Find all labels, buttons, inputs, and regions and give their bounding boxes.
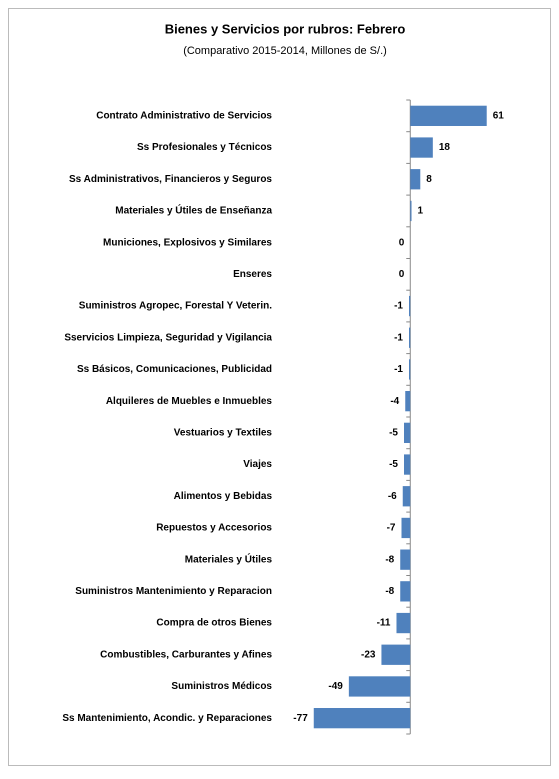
data-label: 18	[439, 142, 451, 153]
y-tick-label: Alimentos y Bebidas	[174, 491, 273, 502]
y-tick-label: Suministros Agropec, Forestal Y Veterin.	[79, 301, 272, 312]
y-tick-label: Alquileres de Muebles e Inmuebles	[106, 396, 273, 407]
y-tick-label: Materiales y Útiles de Enseñanza	[115, 204, 272, 217]
data-label: -5	[389, 459, 398, 470]
data-label: -23	[361, 649, 376, 660]
data-label: 0	[399, 237, 405, 248]
y-tick-label: Materiales y Útiles	[185, 552, 273, 565]
data-label: -11	[377, 618, 391, 629]
data-label: -1	[394, 332, 403, 343]
bar	[400, 549, 411, 570]
bar	[409, 359, 411, 380]
y-tick-label: Ss Mantenimiento, Acondic. y Reparacione…	[62, 713, 272, 724]
bar	[410, 200, 412, 222]
data-label: -49	[328, 681, 343, 692]
y-tick-label: Viajes	[243, 459, 272, 470]
data-label: -7	[387, 523, 396, 534]
data-label: -8	[385, 554, 394, 565]
bar	[410, 105, 487, 126]
data-label: -4	[390, 396, 399, 407]
bar	[348, 676, 411, 697]
bar	[401, 517, 411, 539]
y-tick-label: Suministros Médicos	[171, 681, 272, 692]
bar	[410, 137, 433, 158]
data-label: -8	[385, 586, 394, 597]
data-label: -77	[293, 713, 308, 724]
y-tick-label: Sservicios Limpieza, Seguridad y Vigilan…	[64, 332, 272, 343]
data-label: 0	[399, 269, 405, 280]
data-label: -5	[389, 427, 398, 438]
bar	[405, 391, 411, 412]
bar	[404, 454, 411, 475]
data-label: 61	[493, 110, 505, 121]
bar	[409, 327, 411, 348]
y-tick-label: Repuestos y Accesorios	[156, 523, 272, 534]
y-tick-label: Compra de otros Bienes	[156, 618, 272, 629]
bar	[404, 422, 411, 443]
chart-subtitle: (Comparativo 2015-2014, Millones de S/.)	[183, 45, 387, 57]
bar	[381, 644, 411, 665]
y-tick-label: Contrato Administrativo de Servicios	[96, 110, 272, 121]
bar	[410, 169, 421, 190]
data-label: 1	[418, 206, 424, 217]
bar	[402, 486, 411, 507]
bar	[400, 581, 411, 602]
y-tick-label: Ss Básicos, Comunicaciones, Publicidad	[77, 364, 272, 375]
y-tick-label: Ss Administrativos, Financieros y Seguro…	[69, 174, 272, 185]
chart-frame	[8, 8, 551, 766]
bar	[409, 295, 411, 317]
data-label: 8	[426, 174, 432, 185]
y-tick-label: Ss Profesionales y Técnicos	[137, 142, 272, 153]
bar	[313, 708, 411, 729]
data-label: -6	[388, 491, 397, 502]
y-tick-label: Combustibles, Carburantes y Afines	[100, 649, 272, 660]
y-tick-label: Municiones, Explosivos y Similares	[103, 237, 272, 248]
y-tick-label: Enseres	[233, 269, 272, 280]
data-label: -1	[394, 301, 403, 312]
y-tick-label: Vestuarios y Textiles	[174, 427, 273, 438]
bar	[396, 612, 411, 634]
y-tick-label: Suministros Mantenimiento y Reparacion	[75, 586, 272, 597]
chart-title: Bienes y Servicios por rubros: Febrero	[165, 21, 406, 36]
data-label: -1	[394, 364, 403, 375]
